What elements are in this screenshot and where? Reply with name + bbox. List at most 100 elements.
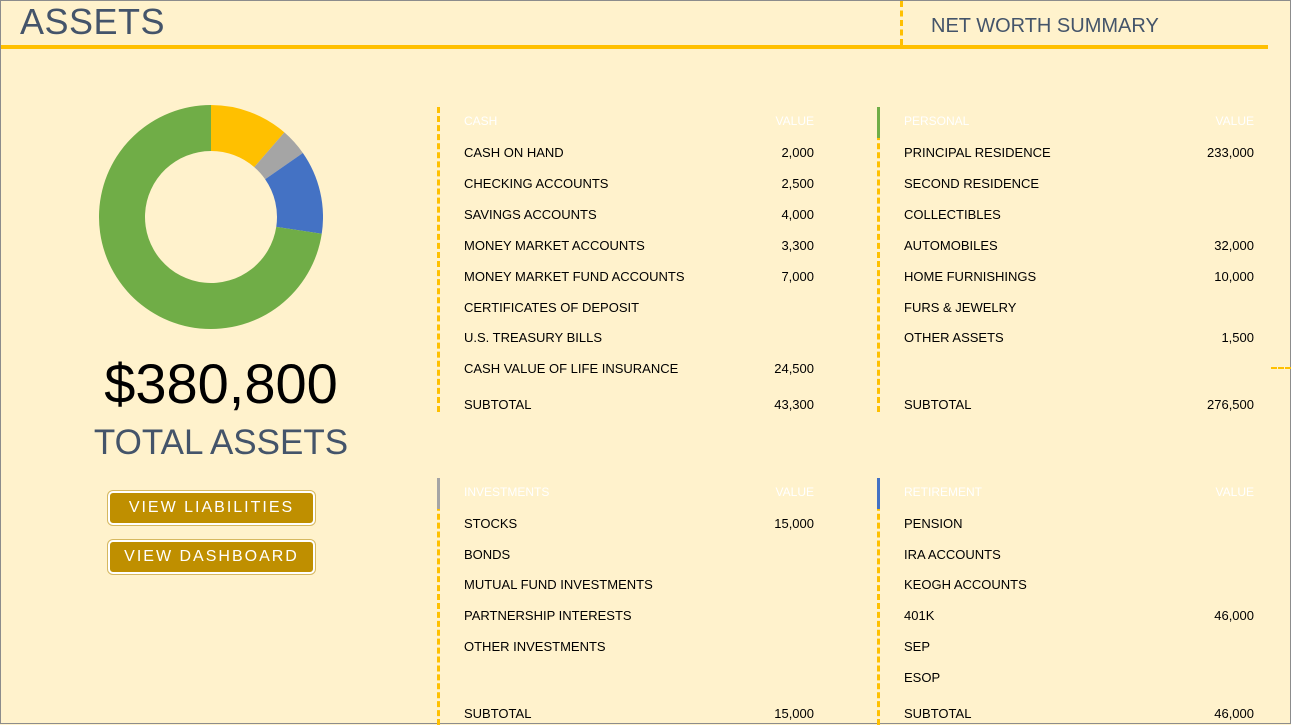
row-label: PARTNERSHIP INTERESTS — [464, 608, 632, 623]
view-liabilities-button[interactable]: VIEW LIABILITIES — [108, 491, 315, 525]
donut-slice-personal — [99, 105, 322, 329]
personal-section: PERSONAL VALUE PRINCIPAL RESIDENCE 233,00… — [877, 107, 1254, 412]
row-value: 3,300 — [781, 238, 814, 253]
row-label: PENSION — [904, 516, 963, 531]
page-title: ASSETS — [20, 1, 166, 42]
investments-section: INVESTMENTS VALUE STOCKS 15,000 BONDS MUT… — [437, 478, 814, 725]
subtotal-label: SUBTOTAL — [464, 706, 532, 721]
table-row[interactable]: OTHER INVESTMENTS — [464, 639, 814, 654]
table-row[interactable]: MONEY MARKET FUND ACCOUNTS 7,000 — [464, 269, 814, 284]
subtotal-value: 15,000 — [774, 706, 814, 721]
subtotal-row: SUBTOTAL 43,300 — [464, 397, 814, 412]
row-label: CASH ON HAND — [464, 145, 564, 160]
table-row[interactable]: OTHER ASSETS 1,500 — [904, 330, 1254, 345]
subtotal-label: SUBTOTAL — [904, 706, 972, 721]
personal-value-heading: VALUE — [1215, 114, 1254, 128]
row-label: STOCKS — [464, 516, 518, 531]
table-row[interactable]: BONDS — [464, 547, 814, 562]
row-label: MUTUAL FUND INVESTMENTS — [464, 577, 653, 592]
assets-donut-chart — [99, 105, 323, 329]
row-label: AUTOMOBILES — [904, 238, 998, 253]
table-row[interactable]: MONEY MARKET ACCOUNTS 3,300 — [464, 238, 814, 253]
donut-slice-retirement — [265, 152, 323, 234]
table-row[interactable]: PRINCIPAL RESIDENCE 233,000 — [904, 145, 1254, 160]
table-row[interactable]: CERTIFICATES OF DEPOSIT — [464, 300, 814, 315]
row-label: SEP — [904, 639, 931, 654]
row-label: OTHER ASSETS — [904, 330, 1004, 345]
row-value: 24,500 — [774, 361, 814, 376]
row-value: 1,500 — [1221, 330, 1254, 345]
cash-value-heading: VALUE — [775, 114, 814, 128]
table-row[interactable]: CHECKING ACCOUNTS 2,500 — [464, 176, 814, 191]
table-row[interactable]: PENSION — [904, 516, 1254, 531]
investments-header: INVESTMENTS VALUE — [464, 485, 814, 499]
table-row[interactable]: ESOP — [904, 670, 1254, 685]
cash-header: CASH VALUE — [464, 114, 814, 128]
table-row[interactable]: STOCKS 15,000 — [464, 516, 814, 531]
row-label: CERTIFICATES OF DEPOSIT — [464, 300, 640, 315]
row-label: COLLECTIBLES — [904, 207, 1001, 222]
retirement-header: RETIREMENT VALUE — [904, 485, 1254, 499]
row-label: PRINCIPAL RESIDENCE — [904, 145, 1051, 160]
retirement-heading: RETIREMENT — [904, 485, 982, 499]
table-row[interactable]: MUTUAL FUND INVESTMENTS — [464, 577, 814, 592]
subtotal-row: SUBTOTAL 46,000 — [904, 706, 1254, 721]
donut-slice-cash — [211, 105, 285, 168]
table-row[interactable]: SAVINGS ACCOUNTS 4,000 — [464, 207, 814, 222]
subtotal-value: 276,500 — [1207, 397, 1254, 412]
total-assets-amount: $380,800 — [104, 352, 338, 415]
table-row[interactable]: U.S. TREASURY BILLS — [464, 330, 814, 345]
subtotal-row: SUBTOTAL 276,500 — [904, 397, 1254, 412]
table-row[interactable]: FURS & JEWELRY — [904, 300, 1254, 315]
investments-heading: INVESTMENTS — [464, 485, 550, 499]
subtotal-label: SUBTOTAL — [904, 397, 972, 412]
subtotal-value: 46,000 — [1214, 706, 1254, 721]
personal-section-rule — [877, 107, 880, 412]
table-row[interactable]: PARTNERSHIP INTERESTS — [464, 608, 814, 623]
table-row[interactable]: KEOGH ACCOUNTS — [904, 577, 1254, 592]
row-value: 46,000 — [1214, 608, 1254, 623]
row-value: 2,000 — [781, 145, 814, 160]
row-label: BONDS — [464, 547, 511, 562]
row-label: MONEY MARKET FUND ACCOUNTS — [464, 269, 685, 284]
retirement-accent — [877, 478, 880, 509]
row-label: SAVINGS ACCOUNTS — [464, 207, 597, 222]
net-worth-summary-link[interactable]: NET WORTH SUMMARY — [931, 15, 1159, 37]
investments-accent — [437, 478, 440, 509]
table-row[interactable]: IRA ACCOUNTS — [904, 547, 1254, 562]
cash-section: CASH VALUE CASH ON HAND 2,000 CHECKING AC… — [437, 107, 814, 412]
row-label: MONEY MARKET ACCOUNTS — [464, 238, 645, 253]
personal-accent — [877, 107, 880, 138]
personal-heading: PERSONAL — [904, 114, 970, 128]
table-row[interactable]: AUTOMOBILES 32,000 — [904, 238, 1254, 253]
row-label: SECOND RESIDENCE — [904, 176, 1040, 191]
subtotal-value: 43,300 — [774, 397, 814, 412]
retirement-value-heading: VALUE — [1215, 485, 1254, 499]
row-value: 4,000 — [781, 207, 814, 222]
investments-value-heading: VALUE — [775, 485, 814, 499]
table-row[interactable]: HOME FURNISHINGS 10,000 — [904, 269, 1254, 284]
row-label: CASH VALUE OF LIFE INSURANCE — [464, 361, 679, 376]
table-row[interactable]: SECOND RESIDENCE — [904, 176, 1254, 191]
table-row[interactable]: CASH VALUE OF LIFE INSURANCE 24,500 — [464, 361, 814, 376]
row-value: 2,500 — [781, 176, 814, 191]
row-value: 32,000 — [1214, 238, 1254, 253]
table-row[interactable]: CASH ON HAND 2,000 — [464, 145, 814, 160]
table-row[interactable]: COLLECTIBLES — [904, 207, 1254, 222]
personal-header: PERSONAL VALUE — [904, 114, 1254, 128]
row-value: 7,000 — [781, 269, 814, 284]
cash-section-rule — [437, 107, 440, 412]
table-row[interactable]: 401K 46,000 — [904, 608, 1254, 623]
row-label: OTHER INVESTMENTS — [464, 639, 606, 654]
row-label: KEOGH ACCOUNTS — [904, 577, 1027, 592]
subtotal-row: SUBTOTAL 15,000 — [464, 706, 814, 721]
donut-slice-investments — [254, 132, 303, 180]
retirement-section-rule — [877, 478, 880, 725]
cash-heading: CASH — [464, 114, 498, 128]
row-label: ESOP — [904, 670, 941, 685]
row-label: FURS & JEWELRY — [904, 300, 1017, 315]
row-value: 15,000 — [774, 516, 814, 531]
view-dashboard-button[interactable]: VIEW DASHBOARD — [108, 540, 315, 574]
table-row[interactable]: SEP — [904, 639, 1254, 654]
row-label: IRA ACCOUNTS — [904, 547, 1001, 562]
